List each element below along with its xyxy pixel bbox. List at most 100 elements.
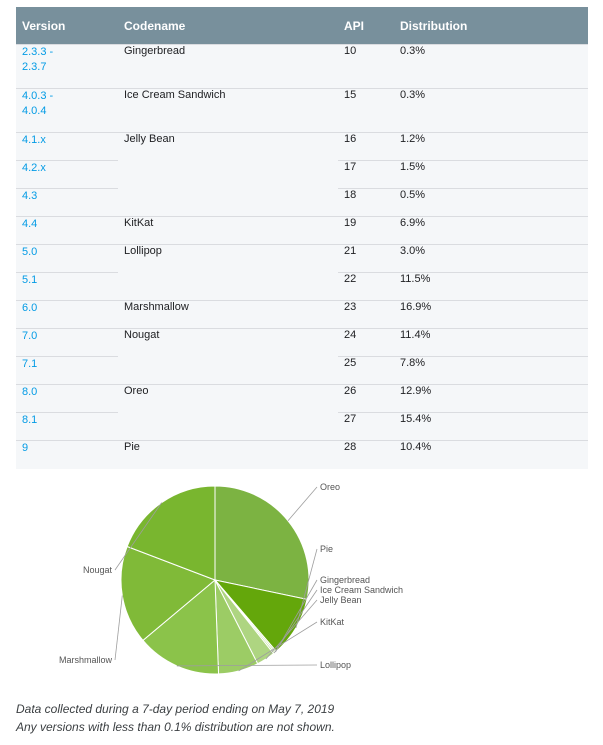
footnotes: Data collected during a 7-day period end… — [16, 700, 335, 736]
distribution-cell: 12.9% — [394, 384, 588, 413]
version-link[interactable]: 5.1 — [16, 272, 118, 301]
header-distribution: Distribution — [394, 7, 588, 45]
version-text[interactable]: 8.0 — [22, 386, 38, 398]
api-cell: 22 — [338, 272, 394, 301]
api-cell: 27 — [338, 412, 394, 441]
pie-leader-line — [176, 664, 318, 667]
pie-leader-line — [295, 548, 318, 628]
version-text[interactable]: 2.3.3 - — [22, 46, 54, 58]
distribution-cell: 15.4% — [394, 412, 588, 441]
api-cell: 18 — [338, 188, 394, 217]
pie-label: Nougat — [83, 565, 113, 575]
pie-leader-line — [238, 621, 318, 672]
version-text[interactable]: 2.3.7 — [22, 61, 47, 73]
codename-cell: KitKat — [118, 216, 338, 245]
codename-cell: Marshmallow — [118, 300, 338, 329]
api-cell: 23 — [338, 300, 394, 329]
version-link[interactable]: 4.2.x — [16, 160, 118, 189]
codename-cell: Ice Cream Sandwich — [118, 88, 338, 133]
distribution-table: Version Codename API Distribution 2.3.3 … — [16, 7, 588, 469]
distribution-cell: 16.9% — [394, 300, 588, 329]
version-link[interactable]: 5.0 — [16, 244, 118, 273]
distribution-cell: 7.8% — [394, 356, 588, 385]
table-row: 4.2.x 17 1.5% — [16, 160, 588, 189]
version-link[interactable]: 8.1 — [16, 412, 118, 441]
distribution-cell: 0.3% — [394, 44, 588, 89]
version-link[interactable]: 4.4 — [16, 216, 118, 245]
version-text[interactable]: 4.4 — [22, 218, 38, 230]
api-cell: 15 — [338, 88, 394, 133]
version-text[interactable]: 5.1 — [22, 274, 38, 286]
pie-label: Pie — [320, 544, 333, 554]
pie-leader-line — [273, 589, 318, 654]
pie-leader-line — [114, 502, 163, 571]
table-row: 2.3.3 - 2.3.7 Gingerbread 10 0.3% — [16, 44, 588, 89]
api-cell: 25 — [338, 356, 394, 385]
codename-cell: Oreo — [118, 384, 338, 413]
footnote-data-period: Data collected during a 7-day period end… — [16, 702, 335, 716]
pie-label: Gingerbread — [320, 575, 370, 585]
version-link[interactable]: 4.3 — [16, 188, 118, 217]
header-codename: Codename — [118, 7, 338, 45]
version-text[interactable]: 5.0 — [22, 246, 38, 258]
pie-leader-line — [287, 486, 318, 522]
pie-label: Ice Cream Sandwich — [320, 585, 403, 595]
version-text[interactable]: 4.2.x — [22, 162, 46, 174]
version-text[interactable]: 8.1 — [22, 414, 38, 426]
pie-slice-oreo — [214, 485, 310, 600]
distribution-cell: 6.9% — [394, 216, 588, 245]
version-text[interactable]: 6.0 — [22, 302, 38, 314]
version-text[interactable]: 4.1.x — [22, 134, 46, 146]
table-row: 4.4 KitKat 19 6.9% — [16, 216, 588, 245]
version-link[interactable]: 8.0 — [16, 384, 118, 413]
pie-label: KitKat — [320, 617, 345, 627]
pie-label: Jelly Bean — [320, 595, 362, 605]
version-text[interactable]: 9 — [22, 442, 29, 454]
api-cell: 21 — [338, 244, 394, 273]
table-row: 5.0 Lollipop 21 3.0% — [16, 244, 588, 273]
api-cell: 17 — [338, 160, 394, 189]
codename-cell: Jelly Bean — [118, 132, 338, 161]
codename-cell: Lollipop — [118, 244, 338, 273]
api-cell: 10 — [338, 44, 394, 89]
codename-cell: Pie — [118, 440, 338, 469]
version-link[interactable]: 9 — [16, 440, 118, 469]
version-text[interactable]: 7.0 — [22, 330, 38, 342]
distribution-cell: 0.5% — [394, 188, 588, 217]
pie-label: Oreo — [320, 482, 340, 492]
pie-slice-marshmallow — [120, 545, 216, 642]
version-text[interactable]: 4.0.3 - — [22, 90, 54, 102]
table-row: 8.1 27 15.4% — [16, 412, 588, 441]
version-link[interactable]: 7.0 — [16, 328, 118, 357]
table-row: 9 Pie 28 10.4% — [16, 440, 588, 469]
table-body: 2.3.3 -2.3.7 Gingerbread 10 0.3% 4.0.3 -4.0.… — [16, 44, 588, 469]
codename-cell: Gingerbread — [118, 44, 338, 89]
distribution-cell: 11.5% — [394, 272, 588, 301]
pie-leader-line — [114, 595, 123, 661]
table-row: 7.0 Nougat 24 11.4% — [16, 328, 588, 357]
table-row: 7.1 25 7.8% — [16, 356, 588, 385]
version-text[interactable]: 7.1 — [22, 358, 38, 370]
footnote-threshold: Any versions with less than 0.1% distrib… — [16, 720, 335, 734]
codename-cell: Nougat — [118, 328, 338, 357]
version-link[interactable]: 2.3.3 - 2.3.7 — [16, 44, 118, 89]
distribution-cell: 3.0% — [394, 244, 588, 273]
pie-label: Marshmallow — [59, 655, 113, 665]
version-text[interactable]: 4.3 — [22, 190, 38, 202]
version-link[interactable]: 4.0.3 - 4.0.4 — [16, 88, 118, 133]
table-row: 4.1.x Jelly Bean 16 1.2% — [16, 132, 588, 161]
api-cell: 28 — [338, 440, 394, 469]
codename-cell — [118, 160, 338, 189]
version-link[interactable]: 6.0 — [16, 300, 118, 329]
version-link[interactable]: 4.1.x — [16, 132, 118, 161]
table-row: 6.0 Marshmallow 23 16.9% — [16, 300, 588, 329]
table-row: 5.1 22 11.5% — [16, 272, 588, 301]
api-cell: 19 — [338, 216, 394, 245]
distribution-cell: 1.2% — [394, 132, 588, 161]
table-row: 4.3 18 0.5% — [16, 188, 588, 217]
pie-leader-line — [265, 599, 318, 660]
version-link[interactable]: 7.1 — [16, 356, 118, 385]
version-text[interactable]: 4.0.4 — [22, 105, 47, 117]
api-cell: 16 — [338, 132, 394, 161]
